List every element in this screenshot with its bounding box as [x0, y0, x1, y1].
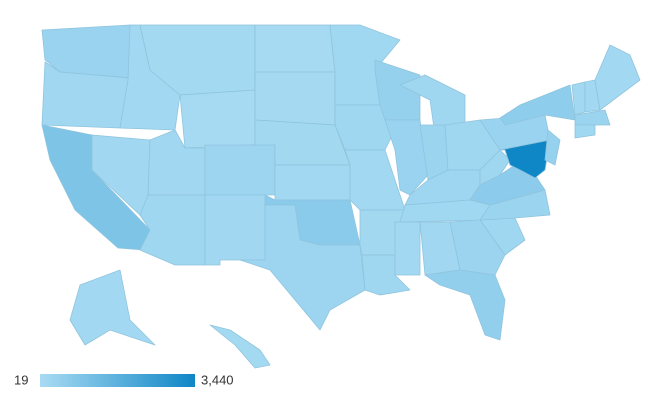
state [204, 194, 266, 266]
legend-bar [40, 374, 195, 387]
state [204, 144, 276, 196]
state [139, 194, 206, 266]
state [499, 139, 551, 179]
state [69, 269, 156, 346]
state [594, 44, 641, 111]
states [41, 24, 641, 369]
state [254, 24, 336, 73]
state [209, 324, 271, 369]
legend-max: 3,440 [201, 372, 234, 387]
state [239, 204, 366, 331]
legend-min: 19 [14, 372, 28, 387]
state [499, 84, 576, 126]
state [179, 89, 256, 149]
state [274, 164, 351, 201]
state [469, 164, 546, 206]
state [254, 71, 336, 126]
state [544, 129, 561, 166]
state [394, 221, 421, 276]
state [574, 109, 611, 126]
state [449, 219, 506, 276]
state [479, 149, 511, 186]
state [574, 124, 596, 139]
state [424, 269, 506, 341]
